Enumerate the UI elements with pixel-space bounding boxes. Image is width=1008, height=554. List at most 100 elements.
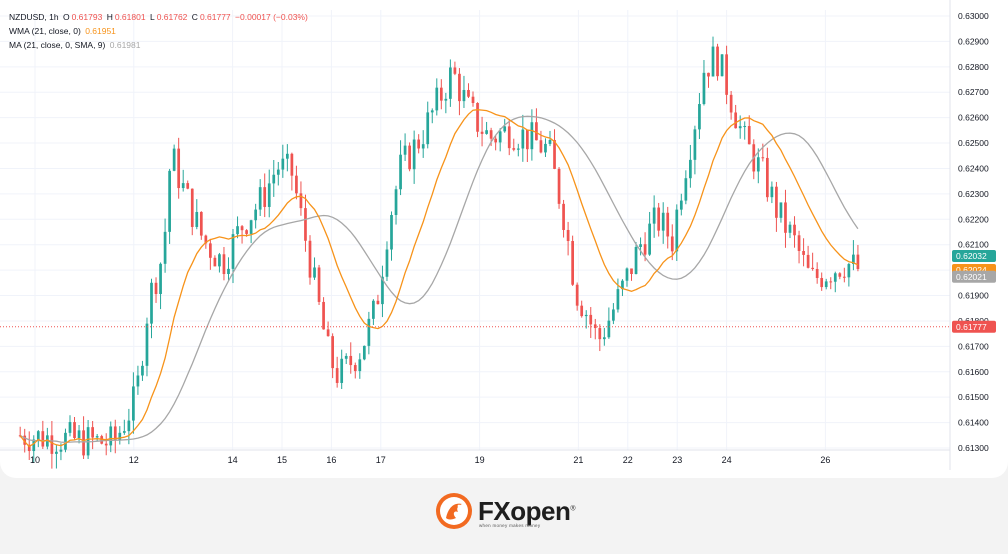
candle-body [485,130,488,134]
y-tick-label: 0.61700 [958,341,989,351]
candle-body [439,87,443,101]
candle-body [444,98,448,101]
open-label: O [62,12,70,22]
x-tick-label: 24 [722,455,732,465]
candle-body [675,209,679,252]
y-tick-label: 0.63000 [958,11,989,21]
candle-body [793,224,796,236]
candle-body [159,263,162,295]
candle-body [503,126,507,132]
candle-body [612,309,615,321]
candle-body [702,72,706,105]
candle-body [711,46,715,77]
candle-body [317,267,321,302]
candle-body [381,276,384,305]
candle-body [50,435,54,454]
candle-body [516,148,520,150]
candle-body [806,254,810,268]
candle-body [449,67,452,99]
candle-body [417,139,421,149]
candle-body [276,169,280,175]
ma-line [19,115,859,444]
candle-body [566,229,570,242]
candle-body [118,432,122,441]
candle-body [218,254,221,267]
candle-body [195,211,199,227]
candle-body [467,89,470,97]
candle-body [236,226,239,235]
candle-body [344,355,348,359]
candle-body [190,188,194,227]
candle-body [602,337,606,340]
candle-body [227,268,230,275]
high-value: 0.61801 [114,12,146,22]
candle-body [322,301,325,330]
candle-body [403,145,407,155]
candle-body [657,207,661,231]
candle-body [720,54,724,77]
candle-body [833,273,837,282]
candle-body [335,368,339,383]
candle-body [82,430,85,456]
candle-body [797,235,801,251]
candle-body [539,140,543,153]
y-tick-label: 0.62100 [958,240,989,250]
ma-legend[interactable]: MA (21, close, 0, SMA, 9) 0.61981 [9,40,142,50]
candle-body [267,183,271,207]
candle-body [738,126,742,129]
chart-card: 0.61300 0.61400 0.61500 0.61600 0.61700 0.618… [0,0,1008,478]
candle-body [394,189,398,215]
candle-body [770,186,774,198]
candle-body [476,102,479,132]
candle-body [458,73,461,102]
candle-body [313,267,316,278]
candle-body [231,234,235,269]
candle-body [535,122,538,141]
candle-body [625,268,629,281]
x-tick-label: 26 [820,455,830,465]
candle-body [376,300,380,305]
candle-body [802,250,805,255]
candle-body [254,209,258,221]
candle-body [743,126,747,128]
candle-body [91,427,94,438]
brand-open: open [510,496,571,526]
wma-legend[interactable]: WMA (21, close, 0) 0.61951 [9,26,118,36]
candle-body [829,281,833,283]
x-tick-label: 21 [573,455,583,465]
candle-body [784,202,787,233]
candle-body [209,243,212,258]
candle-body [756,157,760,172]
candle-body [95,436,99,438]
price-label-bg [952,270,996,283]
candle-body [584,314,588,317]
candle-body [779,202,783,218]
y-tick-label: 0.61900 [958,291,989,301]
candle-body [494,138,498,143]
candle-body [145,323,149,366]
candle-body [575,284,579,306]
candle-body [698,104,701,130]
candle-body [639,244,642,247]
candle-body [168,170,171,232]
candle-body [367,318,371,346]
symbol-label: NZDUSD, 1h [9,12,59,22]
price-chart[interactable]: 0.61300 0.61400 0.61500 0.61600 0.61700 0.618… [0,0,1008,478]
candle-body [507,126,511,149]
candle-body [426,112,430,145]
candle-body [525,129,529,150]
candle-body [163,231,167,264]
dragon-emblem-icon [436,493,472,529]
candle-body [562,203,565,230]
y-tick-label: 0.62600 [958,113,989,123]
candle-body [213,257,217,267]
x-tick-label: 22 [623,455,633,465]
wma-line [19,109,859,448]
candle-body [729,94,733,113]
wma-value: 0.61951 [85,26,116,36]
price-label: 0.62021 [956,272,987,282]
brand-tagline: when money makes money [479,523,541,528]
y-tick-label: 0.62700 [958,87,989,97]
candle-body [589,314,593,325]
